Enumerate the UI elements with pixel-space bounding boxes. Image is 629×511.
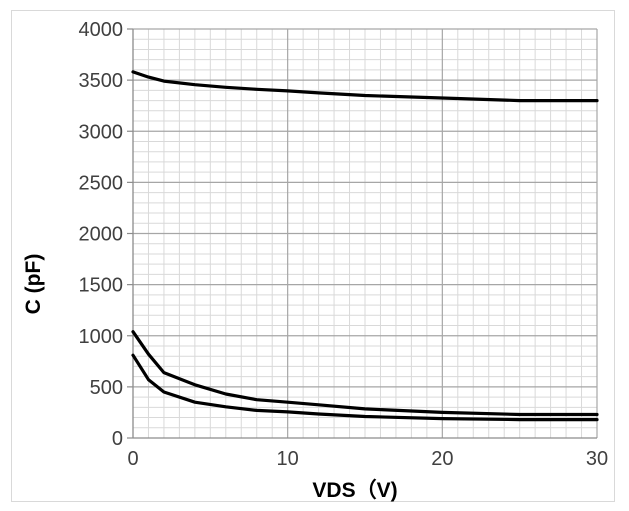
series-line-2 [131, 330, 599, 417]
axes [127, 28, 597, 439]
y-tick-label: 500 [90, 377, 123, 399]
y-tick-label: 3500 [79, 70, 124, 92]
series-line-3 [131, 353, 599, 422]
y-tick-label: 4000 [79, 19, 124, 41]
y-axis-title: C (pF) [22, 254, 45, 315]
tick-labels: 0 500 1000 1500 2000 2500 3000 3500 4000 0 10 20 30 [79, 19, 609, 470]
y-tick-label: 2000 [79, 224, 124, 246]
x-tick-label: 10 [277, 448, 299, 470]
y-tick-label: 2500 [79, 172, 124, 194]
grid [133, 28, 598, 438]
y-tick-label: 3000 [79, 121, 124, 143]
series-line-1 [131, 70, 599, 103]
x-axis-title: VDS（V) [312, 478, 397, 502]
x-tick-label: 0 [127, 448, 138, 470]
y-tick-label: 0 [112, 428, 123, 450]
y-tick-label: 1000 [79, 326, 124, 348]
series-lines [131, 70, 599, 422]
y-tick-label: 1500 [79, 275, 124, 297]
x-tick-label: 20 [431, 448, 453, 470]
x-tick-label: 30 [586, 448, 608, 470]
